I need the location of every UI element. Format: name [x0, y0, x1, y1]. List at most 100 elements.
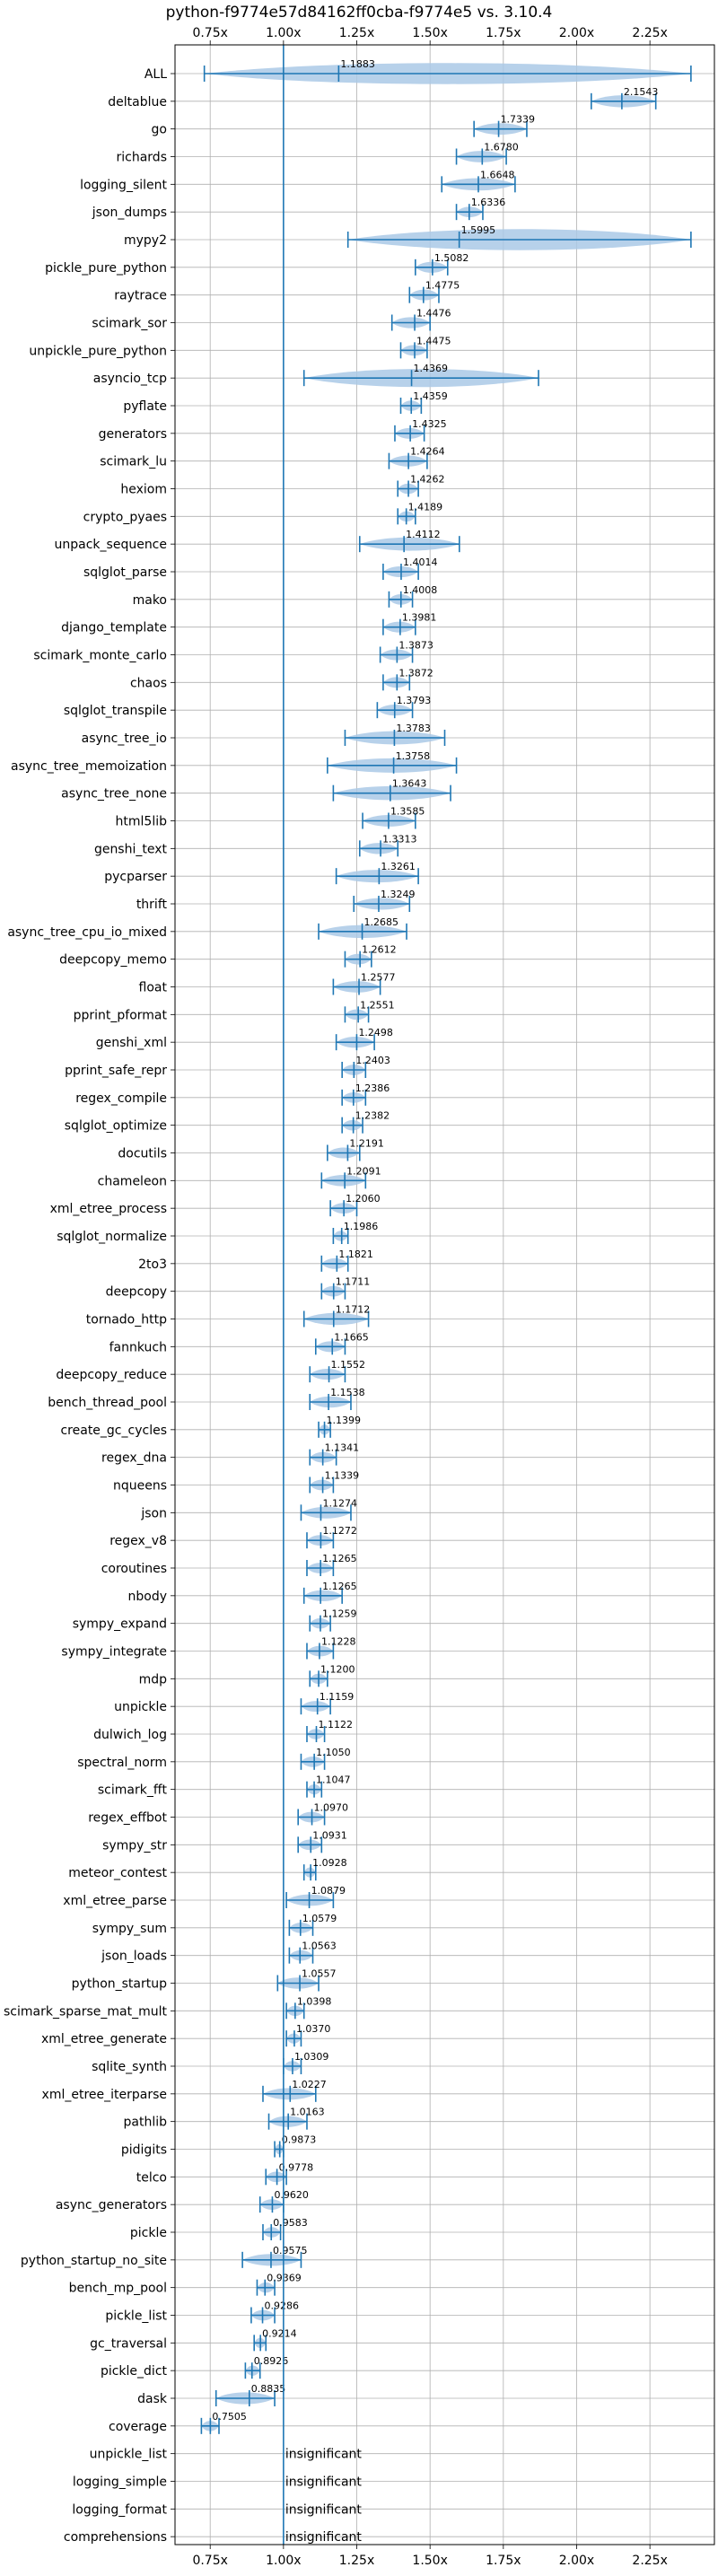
x-tick-label-bottom: 2.00x	[559, 2554, 594, 2568]
value-label: 1.1047	[316, 1774, 351, 1786]
labels: ALL deltablue go richards logging_silentjson…	[4, 58, 658, 2545]
benchmark-label: pickle_dict	[101, 2364, 168, 2379]
benchmark-label: sqlglot_normalize	[57, 1230, 167, 1244]
benchmark-label: genshi_text	[94, 842, 168, 856]
insignificant-label: insignificant	[285, 2448, 363, 2462]
value-label: 1.5082	[434, 252, 469, 264]
value-label: 1.1274	[322, 1497, 357, 1509]
x-tick-label-top: 2.00x	[559, 26, 594, 40]
benchmark-label: raytrace	[114, 289, 167, 303]
benchmark-label: sqlite_synth	[92, 2060, 167, 2074]
benchmark-label: async_tree_memoization	[11, 759, 167, 774]
plot-frame: 0.75x 0.75x 1.00x 1.00x 1.25x 1.25x 1.50x 1.50x…	[171, 26, 715, 2568]
benchmark-label: pickle_pure_python	[45, 261, 167, 276]
value-label: 1.6648	[480, 169, 515, 180]
benchmark-label: json_dumps	[92, 206, 167, 220]
value-label: 1.1986	[344, 1221, 379, 1232]
value-label: 0.9620	[274, 2189, 309, 2201]
value-label: 1.2091	[346, 1165, 381, 1177]
value-label: 1.4262	[410, 474, 445, 486]
plot-border	[174, 44, 715, 2545]
value-label: 1.2612	[362, 944, 397, 956]
benchmark-label: chameleon	[98, 1174, 167, 1188]
benchmark-label: mdp	[139, 1672, 168, 1687]
benchmark-label: mypy2	[124, 233, 167, 248]
benchmark-label: dulwich_log	[93, 1728, 167, 1742]
value-label: 1.4112	[406, 529, 441, 540]
value-label: 0.9575	[273, 2245, 308, 2256]
value-label: 1.0931	[312, 1829, 347, 1841]
x-tick-label-top: 1.75x	[486, 26, 521, 40]
benchmark-label: telco	[136, 2170, 167, 2185]
benchmark-label: scimark_sor	[92, 317, 167, 331]
benchmark-label: coverage	[109, 2420, 167, 2434]
benchmark-label: xml_etree_generate	[41, 2032, 167, 2046]
benchmark-label: ALL	[144, 67, 167, 82]
value-label: 1.4014	[403, 556, 438, 568]
benchmark-label: async_tree_none	[61, 787, 167, 802]
value-label: 1.0227	[292, 2079, 327, 2090]
benchmark-label: unpickle_list	[90, 2448, 168, 2462]
benchmark-label: nqueens	[113, 1479, 167, 1494]
x-tick-label-bottom: 1.00x	[266, 2554, 301, 2568]
value-label: 1.2403	[355, 1055, 390, 1066]
value-label: 1.4189	[408, 501, 443, 513]
value-label: 1.2060	[346, 1193, 381, 1205]
value-label: 1.0398	[297, 1995, 332, 2007]
benchmark-label: docutils	[118, 1147, 167, 1161]
benchmark-label: pycparser	[104, 870, 167, 884]
benchmark-label: regex_compile	[75, 1091, 167, 1106]
value-label: 0.8835	[251, 2383, 286, 2395]
benchmark-label: spectral_norm	[77, 1756, 167, 1770]
value-label: 1.4264	[410, 446, 445, 458]
benchmark-label: sympy_integrate	[61, 1645, 167, 1660]
x-tick-label-bottom: 2.25x	[632, 2554, 667, 2568]
x-tick-label-top: 2.25x	[632, 26, 667, 40]
benchmark-label: unpickle_pure_python	[29, 344, 167, 358]
value-label: 1.0563	[302, 1941, 337, 1952]
value-label: 1.2551	[360, 999, 395, 1011]
value-label: 1.3643	[392, 778, 427, 790]
value-label: 1.4008	[403, 584, 438, 596]
benchmark-label: sqlglot_optimize	[65, 1119, 167, 1134]
value-label: 1.2685	[364, 916, 399, 928]
value-label: 1.1883	[340, 58, 375, 70]
x-tick-label-top: 0.75x	[192, 26, 227, 40]
benchmark-label: deepcopy_memo	[59, 953, 167, 968]
x-tick-label-top: 1.00x	[266, 26, 301, 40]
value-label: 1.1821	[338, 1249, 373, 1260]
value-label: 1.0879	[311, 1885, 346, 1897]
benchmark-label: logging_silent	[80, 178, 167, 192]
benchmark-label: pickle	[130, 2226, 167, 2240]
value-label: 1.2577	[361, 972, 396, 984]
benchmark-label: mako	[133, 593, 167, 608]
benchmark-label: scimark_sparse_mat_mult	[4, 2004, 167, 2019]
benchmark-label: json_loads	[101, 1950, 167, 1964]
benchmark-label: unpickle	[114, 1700, 167, 1714]
value-label: 1.3249	[381, 889, 416, 900]
value-label: 1.7339	[501, 114, 536, 126]
benchmark-label: python_startup	[72, 1977, 167, 1992]
benchmark-label: 2to3	[138, 1257, 167, 1272]
benchmark-label: async_tree_cpu_io_mixed	[7, 925, 167, 940]
value-label: 1.2498	[358, 1027, 393, 1038]
benchmark-label: deepcopy_reduce	[56, 1368, 167, 1382]
value-label: 1.1272	[322, 1525, 357, 1537]
benchmark-label: json	[140, 1506, 167, 1520]
value-label: 1.0970	[314, 1802, 349, 1814]
x-tick-label-bottom: 1.25x	[339, 2554, 374, 2568]
value-label: 1.4476	[416, 308, 451, 320]
value-label: 1.1339	[325, 1470, 360, 1482]
value-label: 0.8926	[254, 2355, 289, 2367]
benchmark-label: meteor_contest	[68, 1866, 167, 1880]
value-label: 2.1543	[624, 86, 659, 98]
benchmark-label: thrift	[136, 898, 168, 912]
value-label: 1.1712	[336, 1304, 371, 1316]
benchmark-label: sqlglot_parse	[83, 565, 167, 580]
benchmark-label: pathlib	[124, 2116, 168, 2130]
benchmark-label: html5lib	[116, 815, 168, 829]
value-label: 1.1399	[327, 1415, 362, 1426]
value-label: 0.9286	[265, 2300, 300, 2312]
benchmark-label: richards	[117, 151, 168, 165]
